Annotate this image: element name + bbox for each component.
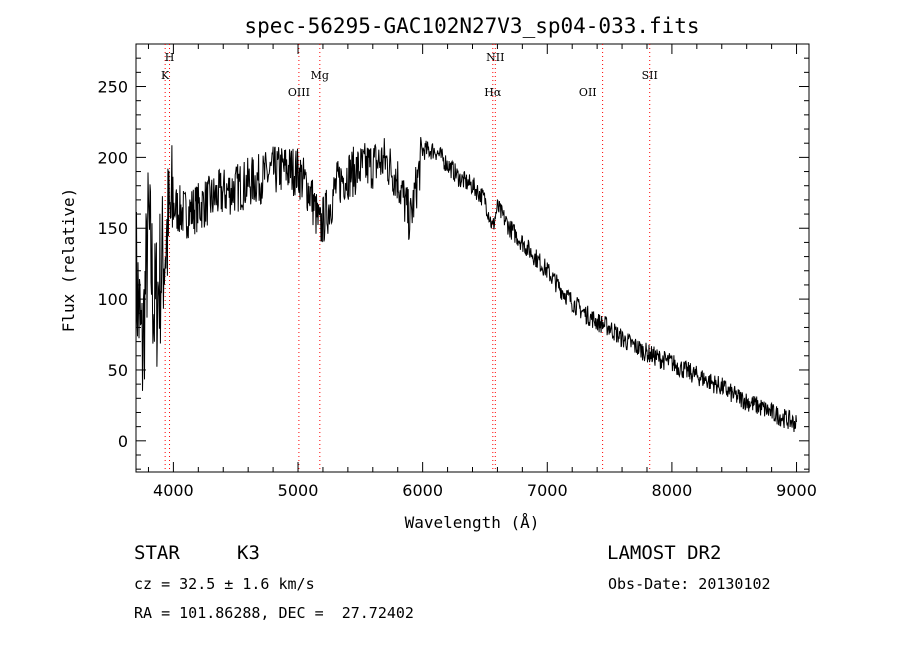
spectral-line-label: Hα: [484, 86, 502, 99]
spectral-line-label: K: [161, 69, 170, 82]
chart-title: spec-56295-GAC102N27V3_sp04-033.fits: [244, 14, 699, 38]
y-tick-label: 0: [118, 432, 128, 451]
y-axis-label: Flux (relative): [59, 188, 78, 333]
plot-frame: [135, 43, 810, 473]
y-tick-label: 50: [108, 361, 128, 380]
spectral-line-label: OII: [579, 86, 597, 99]
spectrum-line: [135, 137, 797, 433]
x-tick-label: 5000: [278, 481, 319, 500]
x-tick-label: 9000: [776, 481, 817, 500]
x-axis-label: Wavelength (Å): [405, 513, 540, 532]
spectrum-series: [135, 137, 797, 433]
spectral-line-label: Mg: [311, 69, 329, 82]
x-tick-label: 6000: [402, 481, 443, 500]
spectral-line-label: OIII: [288, 86, 310, 99]
y-tick-label: 250: [97, 78, 128, 97]
observation-date: Obs-Date: 20130102: [608, 575, 771, 593]
x-tick-label: 8000: [652, 481, 693, 500]
plot-border: [135, 43, 810, 473]
y-tick-label: 200: [97, 148, 128, 167]
redshift-velocity: cz = 32.5 ± 1.6 km/s: [134, 575, 315, 593]
y-tick-label: 100: [97, 290, 128, 309]
x-tick-label: 4000: [153, 481, 194, 500]
x-axis-ticks: 4000 5000 6000 7000 8000 9000: [147, 44, 817, 500]
spectral-line-label: SII: [642, 69, 658, 82]
spectral-line-label: NII: [486, 51, 504, 64]
x-tick-label: 7000: [527, 481, 568, 500]
coordinates: RA = 101.86288, DEC = 27.72402: [134, 604, 414, 622]
object-subclass: K3: [237, 542, 260, 564]
y-axis-ticks: 0 50 100 150 200 250: [97, 57, 809, 470]
survey-name: LAMOST DR2: [607, 542, 722, 564]
spectral-line-label: H: [165, 51, 175, 64]
y-tick-label: 150: [97, 219, 128, 238]
object-class: STAR: [134, 542, 180, 564]
